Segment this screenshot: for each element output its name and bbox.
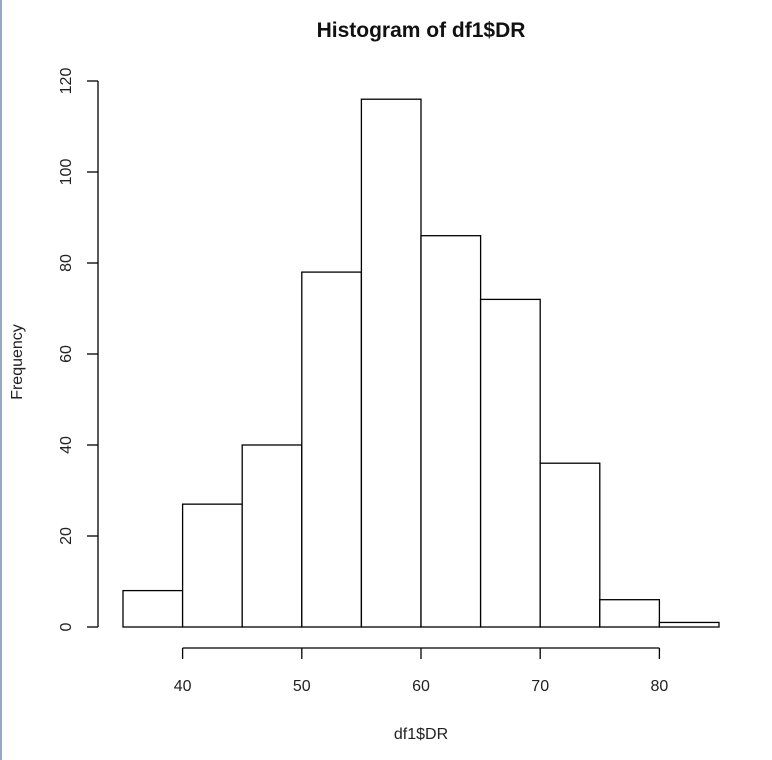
y-tick-label-0: 0 (58, 622, 75, 631)
y-tick-label-100: 100 (58, 159, 75, 186)
chart-title: Histogram of df1$DR (317, 19, 526, 42)
x-tick-label-70: 70 (531, 678, 549, 695)
histogram-bar-65-70 (479, 298, 541, 628)
y-axis-title: Frequency (9, 324, 26, 400)
x-tick-label-60: 60 (412, 678, 430, 695)
x-tick-label-40: 40 (174, 678, 192, 695)
histogram-bar-60-65 (420, 235, 482, 628)
x-axis-title: df1$DR (394, 726, 448, 743)
histogram-bar-35-40 (122, 589, 184, 628)
y-tick-label-40: 40 (58, 436, 75, 454)
bars-group (122, 98, 720, 628)
histogram-bar-80-85 (658, 621, 720, 628)
y-tick-label-20: 20 (58, 527, 75, 545)
histogram-bar-45-50 (241, 444, 303, 628)
histogram-bar-50-55 (301, 271, 363, 628)
x-axis: 40 50 60 70 80 (174, 647, 669, 695)
y-tick-label-80: 80 (58, 254, 75, 272)
histogram-bar-55-60 (360, 98, 422, 628)
histogram-bar-70-75 (539, 462, 601, 628)
histogram-bar-75-80 (599, 599, 661, 628)
y-tick-label-60: 60 (58, 345, 75, 363)
x-tick-label-80: 80 (651, 678, 669, 695)
y-axis: 0 20 40 60 80 100 120 (58, 68, 99, 631)
x-tick-label-50: 50 (293, 678, 311, 695)
histogram-bar-40-45 (181, 503, 243, 628)
y-tick-label-120: 120 (58, 68, 75, 95)
window-left-border (0, 0, 2, 760)
